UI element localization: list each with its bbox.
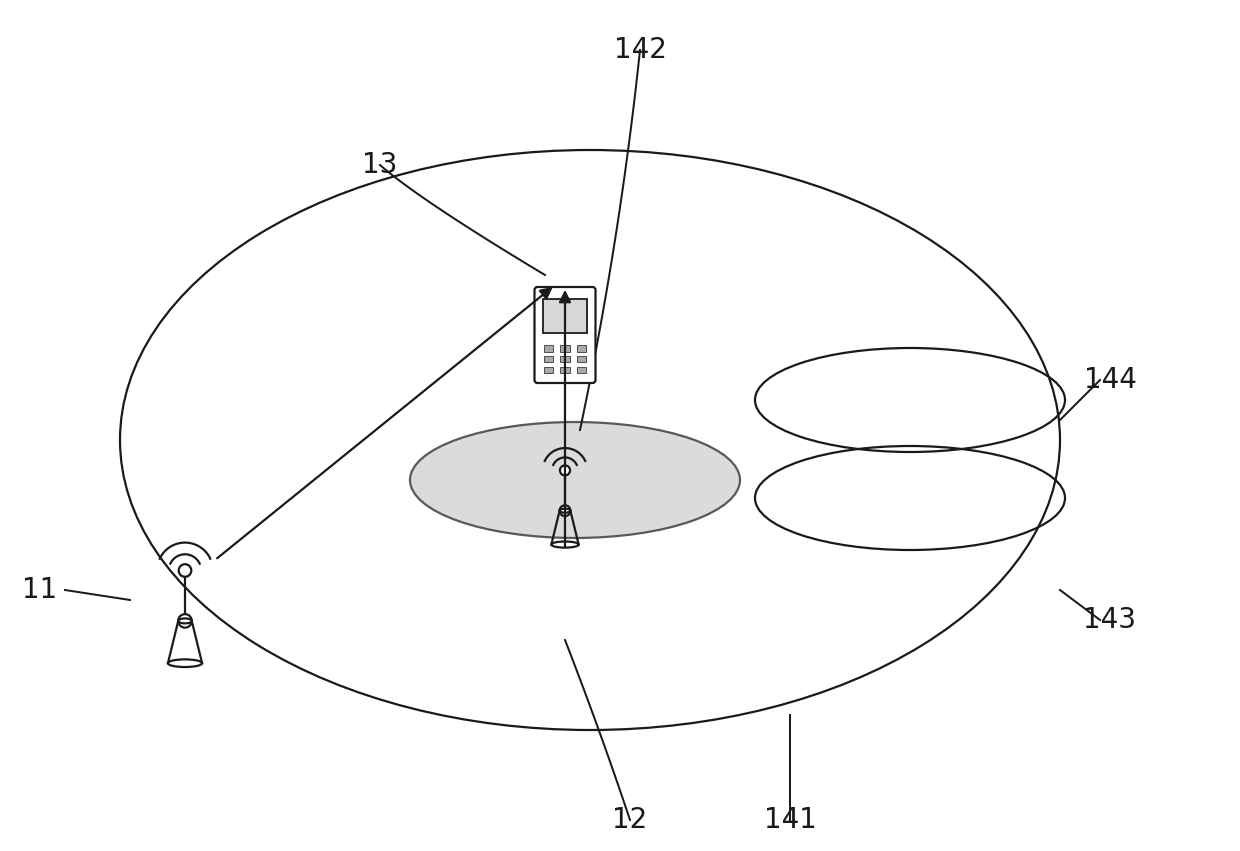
Text: 13: 13 — [362, 151, 398, 179]
Text: 144: 144 — [1084, 366, 1136, 394]
Text: 142: 142 — [614, 36, 666, 64]
Circle shape — [179, 614, 192, 628]
Bar — [560, 367, 570, 374]
Bar — [577, 357, 587, 363]
Bar — [577, 346, 587, 351]
Bar — [560, 357, 570, 363]
Circle shape — [179, 564, 191, 577]
Bar — [543, 346, 553, 351]
Text: 141: 141 — [764, 806, 816, 834]
Circle shape — [560, 465, 570, 476]
Ellipse shape — [167, 660, 202, 667]
Text: 143: 143 — [1084, 606, 1137, 634]
Text: 12: 12 — [613, 806, 647, 834]
Ellipse shape — [410, 422, 740, 538]
Bar — [577, 367, 587, 374]
Ellipse shape — [552, 541, 579, 548]
Bar — [543, 357, 553, 363]
Circle shape — [559, 505, 570, 516]
Text: 11: 11 — [22, 576, 57, 604]
Bar — [543, 367, 553, 374]
Ellipse shape — [559, 509, 570, 512]
Ellipse shape — [179, 619, 192, 624]
Bar — [560, 346, 570, 351]
FancyBboxPatch shape — [534, 287, 595, 383]
Bar — [543, 299, 587, 334]
